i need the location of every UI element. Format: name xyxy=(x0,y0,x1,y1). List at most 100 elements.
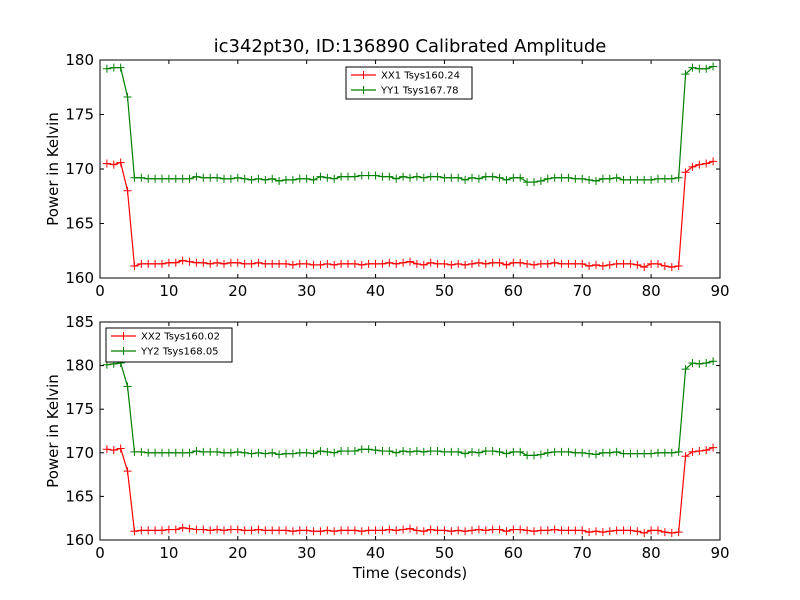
chart1-series-1-point xyxy=(199,447,208,456)
chart0-series-0-point xyxy=(385,258,394,267)
chart1-series-0-point xyxy=(412,526,421,535)
chart1-series-0-point xyxy=(158,526,166,535)
chart0-series-1-point xyxy=(164,174,173,183)
chart1-series-1-point xyxy=(323,447,332,456)
chart0-series-1-point xyxy=(247,175,256,184)
chart1-series-1-point xyxy=(571,448,580,457)
chart1-y-tick-label: 175 xyxy=(65,400,94,418)
chart0-series-1-point xyxy=(309,175,318,184)
chart0-series-0-point xyxy=(164,258,173,267)
chart0-legend-marker-0 xyxy=(359,71,368,79)
chart0-x-tick-label: 80 xyxy=(642,282,661,300)
chart1-legend: XX2 Tsys160.02 YY2 Tsys168.05 xyxy=(105,327,233,363)
chart1-series-0-point xyxy=(564,526,573,535)
chart1-series-0-point xyxy=(116,444,125,453)
chart0-series-0-point xyxy=(350,259,359,268)
chart0-series-1-point xyxy=(102,64,111,73)
chart1-series-0-point xyxy=(261,526,270,535)
chart0-series-1-point xyxy=(495,173,504,182)
chart0-series-1-point xyxy=(454,173,463,182)
chart1-series-1-point xyxy=(192,447,201,456)
chart1-series-0-point xyxy=(337,526,346,535)
chart1-series-1-point xyxy=(419,447,428,456)
chart1-series-1-point xyxy=(495,447,504,456)
chart0-series-1-point xyxy=(468,173,476,182)
chart0-series-0-point xyxy=(220,259,228,268)
chart0-series-1-point xyxy=(681,70,690,79)
chart1-series-0-point xyxy=(102,445,111,454)
chart0-series-1-point xyxy=(654,174,662,183)
chart0-series-1-point xyxy=(419,173,428,182)
chart0-series-0-point xyxy=(261,259,270,268)
chart1-series-0-point xyxy=(164,525,173,534)
chart0-series-1-point xyxy=(585,175,594,184)
chart1-series-0-point xyxy=(185,524,194,533)
chart0-series-0-point xyxy=(282,259,290,268)
chart0-series-0-point xyxy=(509,258,518,267)
chart1-series-0-point xyxy=(626,526,635,535)
chart0-legend-box xyxy=(345,66,473,100)
chart0-series-1-point xyxy=(406,173,414,182)
chart0-series-0-point xyxy=(378,259,387,268)
chart1-series-1-point xyxy=(240,448,249,457)
chart0-series-1-point xyxy=(213,173,222,182)
chart0-series-1-point xyxy=(461,175,470,184)
chart0-series-0-point xyxy=(323,259,332,268)
chart1-series-0-point xyxy=(406,524,414,533)
chart0-series-0 xyxy=(102,157,718,272)
chart1-series-0-point xyxy=(640,529,649,538)
chart0-series-1-point xyxy=(440,173,449,182)
chart1-series-1-point xyxy=(654,448,662,457)
chart1-series-0-point xyxy=(592,527,600,536)
chart0-series-0-point xyxy=(440,259,449,268)
chart0-series-0-point xyxy=(502,260,511,269)
chart0-legend-marker-1 xyxy=(359,86,368,94)
chart1-series-1-point xyxy=(461,449,470,458)
chart0-series-0-point xyxy=(488,258,497,267)
chart0-series-0-point xyxy=(137,259,146,268)
chart0-series-1-point xyxy=(426,172,435,181)
chart0-y-tick-label: 175 xyxy=(65,106,94,124)
chart0-series-0-point xyxy=(564,259,573,268)
chart1-series-0-point xyxy=(268,526,277,535)
chart1-series-0-point xyxy=(282,526,290,535)
chart1-series-1-point xyxy=(385,447,394,456)
chart0-series-1-point xyxy=(523,178,532,187)
chart0-series-1-point xyxy=(350,172,359,181)
chart1-series-1-point xyxy=(667,448,676,457)
chart1-series-1-point xyxy=(557,447,566,456)
chart1-series-1 xyxy=(102,357,718,460)
chart0-series-1-point xyxy=(268,174,277,183)
chart0-series-1-point xyxy=(647,175,656,184)
chart1-series-0-point xyxy=(481,526,490,535)
chart0-series-0-point xyxy=(295,259,304,268)
chart0-series-0-point xyxy=(426,258,435,267)
chart0-series-1-point xyxy=(578,174,587,183)
chart1-series-0-point xyxy=(509,525,518,534)
chart0-series-1-point xyxy=(433,172,442,181)
chart1-series-1-point xyxy=(709,357,718,366)
chart0-series-0-point xyxy=(288,260,297,269)
chart1-series-1-point xyxy=(295,448,304,457)
chart1-y-tick-label: 165 xyxy=(65,487,94,505)
chart0-series-1-point xyxy=(688,63,697,72)
chart0-series-0-point xyxy=(302,259,311,268)
chart0-series-1 xyxy=(102,62,718,187)
chart1-series-1-point xyxy=(123,382,132,391)
chart1-series-0-point xyxy=(295,526,304,535)
chart0-series-1-point xyxy=(137,173,146,182)
chart0-series-1-point xyxy=(481,172,490,181)
chart1-x-tick-label: 30 xyxy=(297,544,316,562)
chart0-series-0-point xyxy=(171,258,180,267)
chart1-x-axis-label: Time (seconds) xyxy=(352,564,468,582)
chart0-series-1-point xyxy=(502,175,511,184)
chart1-series-0-point xyxy=(288,527,297,536)
chart1-series-0-point xyxy=(323,526,332,535)
chart0-series-0-point xyxy=(557,259,566,268)
chart1-series-0-point xyxy=(254,525,263,534)
chart0-series-0-point xyxy=(495,258,504,267)
chart0-series-1-point xyxy=(344,172,352,181)
chart0-series-0-point xyxy=(674,262,683,271)
chart1-series-0-point xyxy=(330,527,339,536)
